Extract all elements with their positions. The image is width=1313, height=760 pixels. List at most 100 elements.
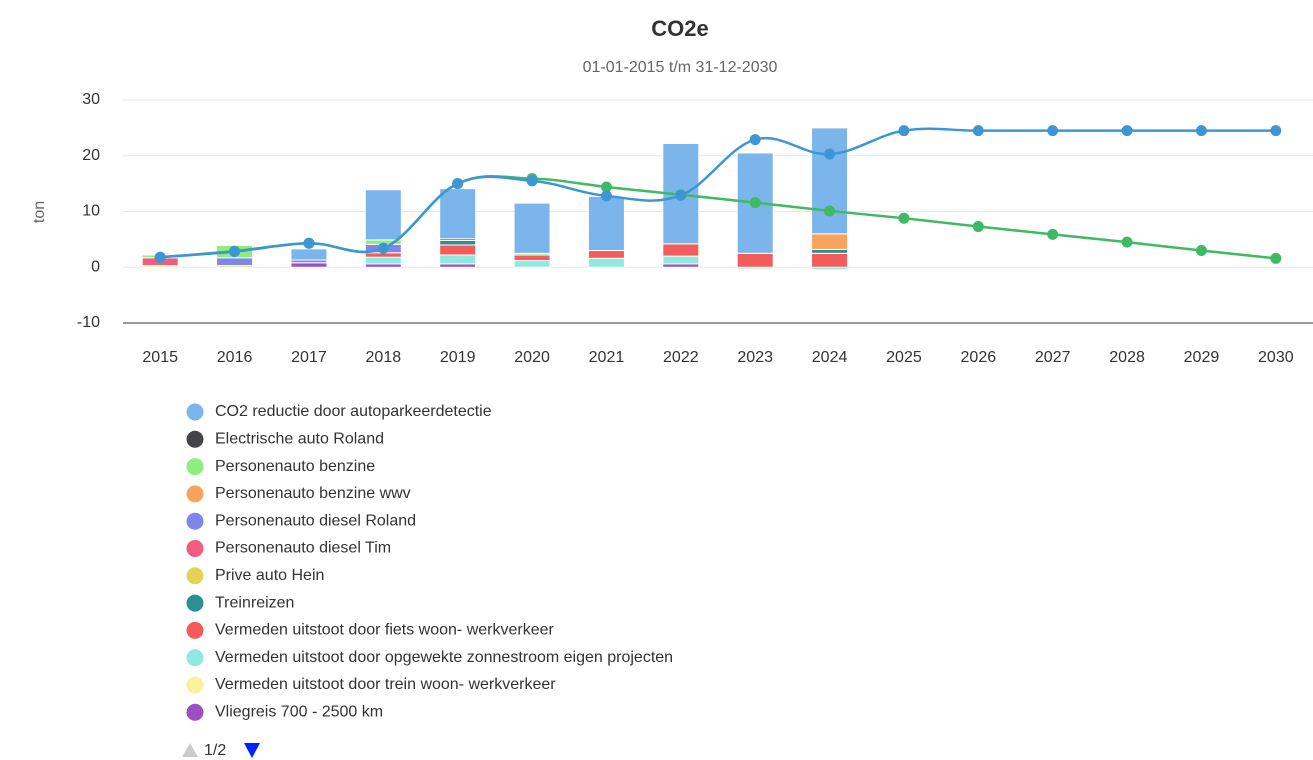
line-marker [377, 242, 389, 254]
bar-segment [587, 250, 625, 259]
line-series [160, 127, 1276, 259]
line-marker [229, 246, 241, 258]
legend-marker [186, 567, 204, 585]
chart-title: CO2e [651, 16, 708, 41]
legend-label[interactable]: Treinreizen [215, 594, 294, 611]
line-marker [526, 175, 538, 187]
x-tick-label: 2026 [961, 349, 997, 366]
legend-label[interactable]: CO2 reductie door autoparkeerdetectie [215, 403, 492, 420]
x-tick-label: 2015 [142, 349, 178, 366]
bar-segment [290, 248, 328, 261]
line-marker [1047, 125, 1059, 137]
bar-segment [811, 233, 849, 250]
x-tick-label: 2019 [440, 349, 476, 366]
bar-segment [439, 239, 477, 246]
x-tick-label: 2020 [514, 349, 550, 366]
bar-segment [811, 248, 849, 254]
x-tick-label: 2027 [1035, 349, 1071, 366]
legend-marker [186, 458, 204, 476]
legend-marker [186, 621, 204, 639]
line-marker [898, 212, 910, 224]
legend-marker [186, 649, 204, 667]
chart-subtitle: 01-01-2015 t/m 31-12-2030 [583, 59, 778, 76]
line-marker [972, 125, 984, 137]
bar-segment [513, 254, 551, 262]
legend-label[interactable]: Prive auto Hein [215, 567, 324, 584]
y-tick-label: 20 [82, 147, 100, 164]
line-marker [1121, 125, 1133, 137]
legend-marker [186, 403, 204, 421]
legend-marker [186, 594, 204, 612]
legend-page: 1/2 [204, 742, 226, 759]
bar-segment [364, 256, 402, 265]
bar-segment [736, 252, 774, 268]
legend-page-down[interactable] [244, 743, 260, 758]
x-tick-label: 2017 [291, 349, 327, 366]
line-marker [1270, 252, 1282, 264]
legend-marker [186, 485, 204, 503]
legend-marker [186, 512, 204, 530]
legend-label[interactable]: Personenauto diesel Tim [215, 540, 391, 557]
legend-label[interactable]: Vermeden uitstoot door trein woon- werkv… [215, 676, 556, 693]
bar-segment [587, 257, 625, 268]
bar-segment [662, 255, 700, 265]
bar-segment [587, 195, 625, 252]
bar-segment [439, 244, 477, 256]
line-marker [1195, 245, 1207, 257]
bar-segment [513, 202, 551, 254]
bar-segment [662, 243, 700, 257]
bar-segment [439, 188, 477, 240]
bar-segment [290, 262, 328, 268]
x-tick-label: 2025 [886, 349, 922, 366]
line-marker [1121, 236, 1133, 248]
x-tick-label: 2029 [1184, 349, 1220, 366]
bar-segment [439, 263, 477, 268]
line-marker [452, 178, 464, 190]
legend-marker [186, 430, 204, 448]
y-tick-label: 30 [82, 91, 100, 108]
x-tick-label: 2024 [812, 349, 848, 366]
bar-segment [364, 189, 402, 241]
line-marker [1270, 125, 1282, 137]
y-tick-label: -10 [77, 314, 100, 331]
line-marker [303, 237, 315, 249]
legend-marker [186, 676, 204, 694]
legend-page-up [182, 743, 198, 757]
legend-label[interactable]: Electrische auto Roland [215, 431, 384, 448]
bar-segment [811, 127, 849, 235]
line-marker [675, 189, 687, 201]
y-axis-title: ton [31, 201, 48, 223]
bar-segment [439, 254, 477, 265]
line-marker [600, 190, 612, 202]
y-tick-label: 0 [91, 258, 100, 275]
line-marker [898, 125, 910, 137]
bar-segment [216, 257, 254, 267]
x-tick-label: 2030 [1258, 349, 1294, 366]
x-tick-label: 2018 [366, 349, 402, 366]
line-marker [824, 205, 836, 217]
legend-label[interactable]: Vermeden uitstoot door fiets woon- werkv… [215, 622, 555, 639]
legend-marker [186, 540, 204, 557]
legend-marker [186, 703, 204, 721]
bar-segment [364, 263, 402, 268]
legend-label[interactable]: Vliegreis 700 - 2500 km [215, 704, 383, 721]
x-tick-label: 2028 [1109, 349, 1145, 366]
bar-segment [811, 252, 849, 268]
line-marker [824, 148, 836, 160]
line-marker [154, 251, 166, 263]
legend-label[interactable]: Personenauto benzine [215, 458, 375, 475]
line-marker [972, 221, 984, 233]
line-marker [1047, 228, 1059, 240]
x-tick-label: 2021 [589, 349, 625, 366]
legend-label[interactable]: Personenauto diesel Roland [215, 512, 416, 529]
x-tick-label: 2023 [737, 349, 773, 366]
legend-label[interactable]: Vermeden uitstoot door opgewekte zonnest… [215, 649, 673, 666]
x-tick-label: 2022 [663, 349, 699, 366]
legend-label[interactable]: Personenauto benzine wwv [215, 485, 411, 502]
line-marker [749, 197, 761, 209]
bar-segment [513, 260, 551, 268]
line-marker [749, 134, 761, 146]
line-marker [600, 181, 612, 193]
bar-segment [662, 263, 700, 268]
